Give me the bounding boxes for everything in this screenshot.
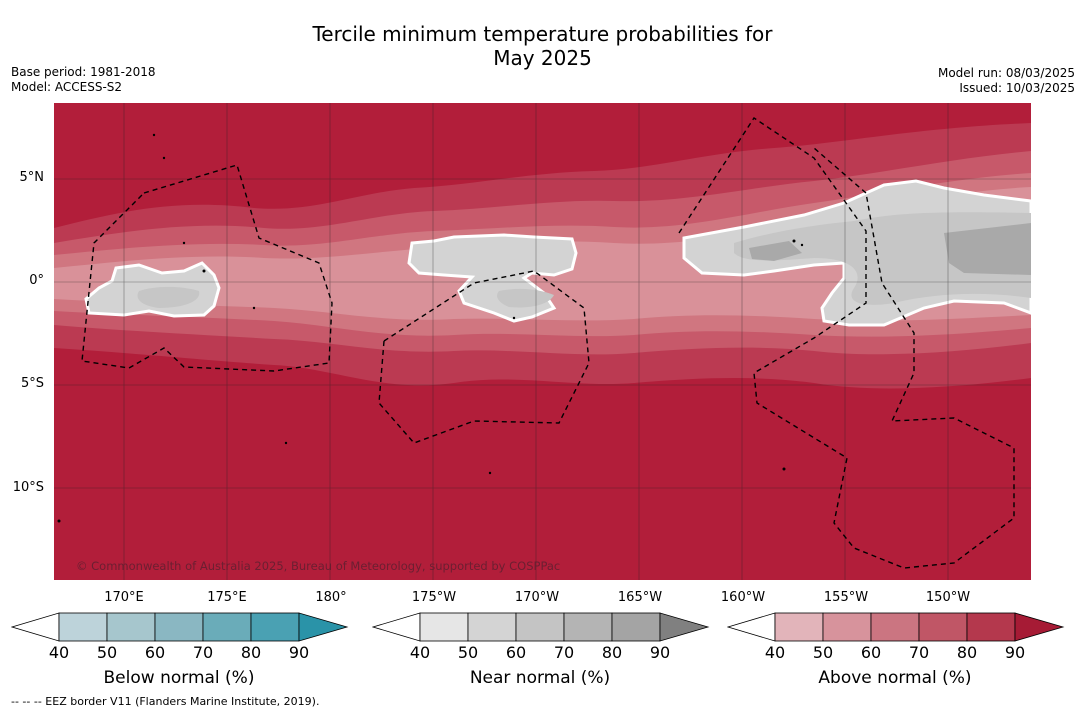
colorbar-tick-label: 60 — [505, 643, 527, 662]
colorbar-bin — [822, 612, 872, 642]
colorbar-tick-label: 80 — [240, 643, 262, 662]
model-run: Model run: 08/03/2025 — [937, 66, 1075, 80]
colorbar-tick-label: 80 — [956, 643, 978, 662]
base-period: Base period: 1981-2018 — [11, 65, 156, 79]
meta-left: Base period: 1981-2018 Model: ACCESS-S2 — [11, 65, 156, 95]
colorbar-tick-label: 70 — [192, 643, 214, 662]
copyright-notice: © Commonwealth of Australia 2025, Bureau… — [76, 559, 561, 573]
graticule — [54, 103, 1031, 580]
longitude-label: 175°E — [207, 590, 247, 605]
colorbar-tick-label: 40 — [409, 643, 431, 662]
colorbar-bin — [467, 612, 517, 642]
colorbar-tick-label: 70 — [908, 643, 930, 662]
colorbar-tick-label: 50 — [812, 643, 834, 662]
colorbar-tick-label: 60 — [144, 643, 166, 662]
eez-borders — [81, 117, 1015, 569]
colorbar-tick-label: 90 — [1004, 643, 1026, 662]
colorbar-bin — [202, 612, 252, 642]
probability-map — [54, 103, 1031, 580]
colorbar-bin — [774, 612, 824, 642]
colorbar-extend-low — [11, 612, 60, 642]
title-line-2: May 2025 — [493, 46, 592, 70]
colorbar-title: Above normal (%) — [818, 668, 972, 688]
islands — [57, 133, 804, 523]
latitude-label: 0° — [29, 273, 44, 288]
colorbar-bin — [58, 612, 108, 642]
near-normal-60-a — [137, 286, 200, 308]
model-name: Model: ACCESS-S2 — [11, 80, 123, 94]
colorbar — [372, 612, 710, 642]
latitude-label: 5°S — [20, 376, 44, 391]
colorbar-title: Below normal (%) — [103, 668, 255, 688]
issued-date: Issued: 10/03/2025 — [959, 81, 1075, 95]
longitude-label: 155°W — [823, 590, 869, 605]
near-normal-70 — [944, 223, 1031, 275]
colorbar-tick-label: 80 — [601, 643, 623, 662]
title-line-1: Tercile minimum temperature probabilitie… — [312, 22, 773, 46]
colorbar-bin — [154, 612, 204, 642]
meta-right: Model run: 08/03/2025 Issued: 10/03/2025 — [938, 66, 1075, 96]
colorbar-extend-high — [659, 612, 710, 642]
eez-footnote: -- -- -- EEZ border V11 (Flanders Marine… — [11, 695, 320, 708]
colorbar-extend-low — [727, 612, 776, 642]
colorbar-bin — [106, 612, 156, 642]
map-title: Tercile minimum temperature probabilitie… — [0, 22, 1085, 70]
colorbar-bin — [563, 612, 613, 642]
colorbar-tick-label: 90 — [288, 643, 310, 662]
colorbar-bin — [419, 612, 469, 642]
colorbar-tick-label: 60 — [860, 643, 882, 662]
colorbar-bin — [918, 612, 968, 642]
colorbar-tick-label: 50 — [457, 643, 479, 662]
colorbar-title: Near normal (%) — [469, 668, 611, 688]
colorbar-bin — [515, 612, 565, 642]
colorbar-bin — [870, 612, 920, 642]
near-normal-70-b — [749, 241, 802, 261]
colorbar-bin — [250, 612, 300, 642]
longitude-label: 165°W — [617, 590, 663, 605]
longitude-label: 170°E — [104, 590, 144, 605]
colorbar-tick-label: 90 — [649, 643, 671, 662]
near-normal-60-b — [497, 288, 554, 308]
latitude-label: 10°S — [12, 480, 44, 495]
longitude-label: 150°W — [925, 590, 971, 605]
longitude-label: 175°W — [411, 590, 457, 605]
colorbar — [11, 612, 349, 642]
colorbar-bin — [611, 612, 661, 642]
colorbar-extend-low — [372, 612, 421, 642]
colorbar-extend-high — [1014, 612, 1065, 642]
colorbar — [727, 612, 1065, 642]
colorbar-tick-label: 40 — [48, 643, 70, 662]
colorbar-tick-label: 40 — [764, 643, 786, 662]
latitude-label: 5°N — [19, 170, 45, 185]
longitude-label: 180° — [315, 590, 347, 605]
longitude-label: 170°W — [514, 590, 560, 605]
colorbar-tick-label: 70 — [553, 643, 575, 662]
colorbar-tick-label: 50 — [96, 643, 118, 662]
colorbar-bin — [966, 612, 1016, 642]
longitude-label: 160°W — [720, 590, 766, 605]
colorbar-extend-high — [298, 612, 349, 642]
